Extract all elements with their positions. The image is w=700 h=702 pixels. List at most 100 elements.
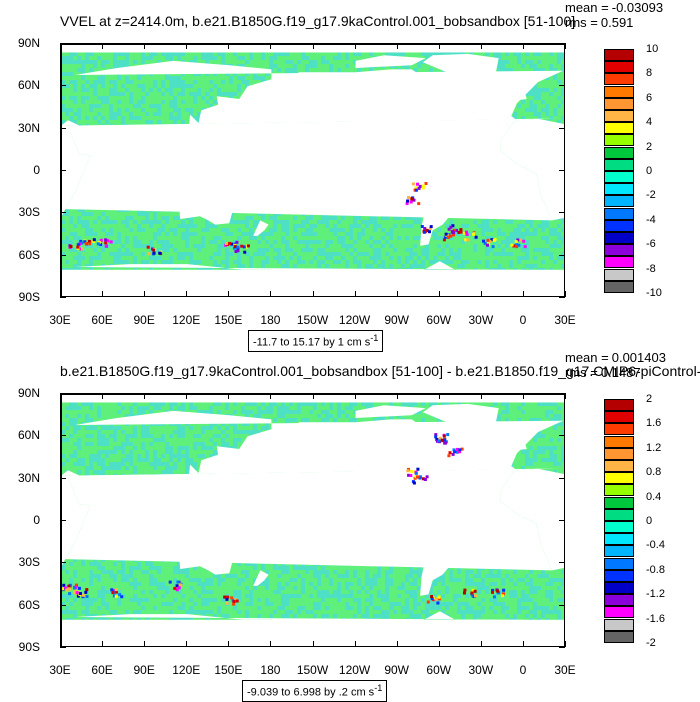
- colorbar-label: 0: [646, 165, 652, 177]
- lat-tick-mark: [559, 128, 565, 129]
- colorbar-swatch: [604, 281, 634, 293]
- lon-tick-mark: [228, 393, 229, 399]
- colorbar-swatch: [604, 497, 634, 509]
- lon-tick-mark: [397, 393, 398, 399]
- lon-tick-mark: [102, 393, 103, 399]
- colorbar-label: 2: [646, 141, 652, 153]
- colorbar-swatch: [604, 208, 634, 220]
- lat-tick-mark: [559, 85, 565, 86]
- plot-title: VVEL at z=2414.0m, b.e21.B1850G.f19_g17.…: [60, 13, 575, 29]
- colorbar-label: -1.6: [646, 613, 665, 625]
- contour-range-text: -11.7 to 15.17 by 1 cm s: [253, 337, 370, 349]
- colorbar-label: 2: [646, 393, 652, 405]
- lon-tick-label: 180: [250, 313, 290, 327]
- lat-tick-mark: [60, 128, 66, 129]
- lat-tick-mark: [60, 297, 66, 298]
- lon-tick-mark: [523, 641, 524, 647]
- lat-tick-mark: [559, 605, 565, 606]
- lon-tick-mark: [228, 43, 229, 49]
- lon-tick-mark: [523, 43, 524, 49]
- lon-tick-mark: [60, 43, 61, 49]
- lat-tick-label: 0: [0, 513, 40, 527]
- rms-stat: rms =0.1487: [565, 365, 641, 380]
- colorbar-label: -2: [646, 637, 656, 649]
- colorbar-swatch: [604, 134, 634, 146]
- lat-tick-mark: [60, 605, 66, 606]
- contour-range-unit-exponent: -1: [370, 333, 378, 343]
- colorbar-label: 0.4: [646, 491, 661, 503]
- lon-tick-mark: [186, 291, 187, 297]
- lon-tick-label: 90W: [377, 313, 417, 327]
- rms-value: 0.591: [601, 15, 634, 30]
- colorbar-strip: [604, 49, 634, 293]
- map-plot: [60, 43, 565, 297]
- lat-tick-label: 30N: [0, 121, 40, 135]
- colorbar-label: 0.8: [646, 466, 661, 478]
- colorbar-swatch: [604, 436, 634, 448]
- colorbar-label: -10: [646, 287, 662, 299]
- lat-tick-label: 60S: [0, 248, 40, 262]
- colorbar-swatch: [604, 423, 634, 435]
- colorbar-strip: [604, 399, 634, 643]
- colorbar-swatch: [604, 86, 634, 98]
- colorbar-swatch: [604, 558, 634, 570]
- lon-tick-mark: [397, 291, 398, 297]
- lat-tick-label: 90N: [0, 386, 40, 400]
- lon-tick-label: 60W: [419, 313, 459, 327]
- lon-tick-mark: [523, 393, 524, 399]
- lon-tick-label: 120W: [335, 313, 375, 327]
- lat-tick-mark: [559, 212, 565, 213]
- lat-tick-mark: [60, 170, 66, 171]
- lon-tick-mark: [228, 641, 229, 647]
- lon-tick-mark: [60, 641, 61, 647]
- colorbar-swatch: [604, 122, 634, 134]
- lat-tick-label: 30S: [0, 555, 40, 569]
- lat-tick-mark: [60, 435, 66, 436]
- lon-tick-mark: [186, 43, 187, 49]
- colorbar-swatch: [604, 232, 634, 244]
- colorbar-swatch: [604, 448, 634, 460]
- colorbar-swatch: [604, 49, 634, 61]
- colorbar-label: 1.2: [646, 442, 661, 454]
- lon-tick-label: 90E: [124, 313, 164, 327]
- lon-tick-mark: [144, 641, 145, 647]
- lon-tick-label: 30W: [461, 313, 501, 327]
- lon-tick-label: 150E: [208, 663, 248, 677]
- lon-tick-mark: [270, 393, 271, 399]
- colorbar-swatch: [604, 631, 634, 643]
- colorbar-swatch: [604, 269, 634, 281]
- lat-tick-mark: [60, 85, 66, 86]
- mean-label: mean =: [565, 350, 609, 365]
- lon-tick-mark: [355, 291, 356, 297]
- colorbar-swatch: [604, 220, 634, 232]
- colorbar-swatch: [604, 73, 634, 85]
- lon-tick-mark: [102, 43, 103, 49]
- lon-tick-label: 30E: [545, 663, 585, 677]
- contour-range-unit-exponent: -1: [374, 683, 382, 693]
- colorbar-label: 6: [646, 92, 652, 104]
- lon-tick-label: 150W: [293, 313, 333, 327]
- lon-tick-label: 0: [503, 313, 543, 327]
- map-field: [61, 44, 565, 297]
- colorbar-label: -4: [646, 214, 656, 226]
- colorbar-label: 8: [646, 67, 652, 79]
- lon-tick-mark: [355, 43, 356, 49]
- lon-tick-mark: [481, 43, 482, 49]
- colorbar-label: 10: [646, 43, 658, 55]
- rms-label: rms =: [565, 365, 598, 380]
- colorbar-swatch: [604, 110, 634, 122]
- mean-stat: mean =0.001403: [565, 350, 666, 365]
- lat-tick-mark: [559, 170, 565, 171]
- lon-tick-mark: [397, 641, 398, 647]
- lon-tick-mark: [186, 393, 187, 399]
- lat-tick-label: 90S: [0, 640, 40, 654]
- lon-tick-mark: [313, 641, 314, 647]
- lon-tick-label: 90W: [377, 663, 417, 677]
- lon-tick-mark: [313, 43, 314, 49]
- map-field: [61, 394, 565, 647]
- rms-label: rms =: [565, 15, 598, 30]
- colorbar-swatch: [604, 460, 634, 472]
- lon-tick-mark: [144, 291, 145, 297]
- lon-tick-mark: [60, 291, 61, 297]
- lon-tick-label: 120E: [166, 663, 206, 677]
